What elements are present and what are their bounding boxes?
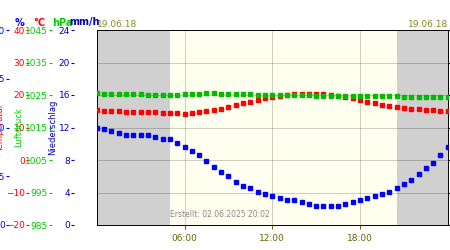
Y-axis label: Niederschlag: Niederschlag <box>48 100 57 155</box>
Text: 19.06.18: 19.06.18 <box>408 20 448 29</box>
Y-axis label: Luftdruck: Luftdruck <box>14 108 23 147</box>
Text: Erstellt: 02.06.2025 20:02: Erstellt: 02.06.2025 20:02 <box>170 210 270 219</box>
Y-axis label: Temperatur: Temperatur <box>0 103 4 152</box>
Text: %: % <box>14 18 24 28</box>
Bar <box>170 30 396 225</box>
Text: °C: °C <box>33 18 45 28</box>
Text: hPa: hPa <box>52 18 72 28</box>
Text: 19.06.18: 19.06.18 <box>97 20 137 29</box>
Text: mm/h: mm/h <box>69 18 99 28</box>
